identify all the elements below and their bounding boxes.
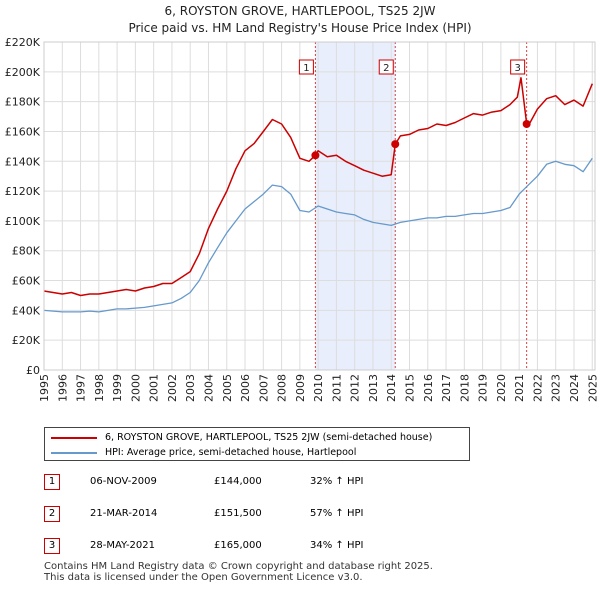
y-tick-label: £40K	[12, 304, 41, 317]
y-tick-label: £220K	[5, 36, 41, 49]
x-tick-label: 2025	[586, 374, 599, 402]
y-tick-label: £80K	[12, 245, 41, 258]
x-tick-label: 2017	[440, 374, 453, 402]
legend: 6, ROYSTON GROVE, HARTLEPOOL, TS25 2JW (…	[44, 427, 470, 461]
transaction-point	[391, 140, 400, 149]
transaction-price: £144,000	[214, 476, 262, 487]
chart-title: 6, ROYSTON GROVE, HARTLEPOOL, TS25 2JW	[164, 4, 435, 18]
legend-hpi: HPI: Average price, semi-detached house,…	[51, 445, 356, 460]
transaction-hpi: 32% ↑ HPI	[310, 476, 364, 487]
x-tick-label: 2006	[239, 374, 252, 402]
plot-border	[43, 41, 596, 371]
table-row: 3 28-MAY-2021 £165,000 34% ↑ HPI	[44, 538, 384, 554]
transaction-date: 28-MAY-2021	[90, 540, 156, 551]
transaction-marker-box	[510, 59, 526, 75]
legend-property-swatch	[51, 436, 97, 439]
x-tick-label: 2024	[568, 374, 581, 402]
x-tick-label: 1998	[93, 374, 106, 402]
y-tick-label: £160K	[5, 125, 41, 138]
x-tick-label: 2023	[550, 374, 563, 402]
transaction-number: 1	[44, 474, 60, 490]
x-tick-label: 2004	[202, 374, 215, 402]
y-tick-label: £0	[26, 364, 40, 377]
transaction-date: 21-MAR-2014	[90, 508, 158, 519]
transaction-number: 2	[44, 506, 60, 522]
legend-hpi-label: HPI: Average price, semi-detached house,…	[105, 447, 357, 458]
transaction-number: 3	[44, 538, 60, 554]
y-tick-label: £100K	[5, 215, 41, 228]
y-tick-label: £140K	[5, 155, 41, 168]
legend-property: 6, ROYSTON GROVE, HARTLEPOOL, TS25 2JW (…	[51, 430, 432, 445]
shaded-period	[315, 42, 396, 370]
footer-copyright: Contains HM Land Registry data © Crown c…	[44, 561, 433, 572]
x-tick-label: 2009	[294, 374, 307, 402]
legend-hpi-swatch	[51, 451, 97, 454]
x-tick-label: 2001	[148, 374, 161, 402]
transaction-point	[522, 120, 531, 128]
transaction-price: £165,000	[214, 540, 262, 551]
x-tick-label: 2008	[276, 374, 289, 402]
x-tick-label: 2016	[422, 374, 435, 402]
transaction-hpi: 34% ↑ HPI	[310, 540, 364, 551]
x-tick-label: 2003	[184, 374, 197, 402]
y-tick-label: £20K	[12, 334, 41, 347]
y-tick-label: £180K	[5, 96, 41, 109]
transaction-marker-label: 2	[383, 63, 389, 74]
transaction-marker-label: 1	[303, 63, 309, 74]
price-chart: 6, ROYSTON GROVE, HARTLEPOOL, TS25 2JW P…	[5, 4, 599, 402]
x-tick-label: 1996	[56, 374, 69, 402]
table-row: 2 21-MAR-2014 £151,500 57% ↑ HPI	[44, 506, 384, 522]
x-tick-label: 2022	[531, 374, 544, 402]
x-tick-label: 2013	[367, 374, 380, 402]
transaction-date: 06-NOV-2009	[90, 476, 157, 487]
x-tick-label: 2010	[312, 374, 325, 402]
transaction-price: £151,500	[214, 508, 262, 519]
x-tick-label: 2021	[513, 374, 526, 402]
footer: Contains HM Land Registry data © Crown c…	[44, 561, 433, 583]
transaction-point	[311, 151, 320, 160]
transaction-marker-label: 3	[514, 63, 520, 74]
x-tick-label: 1999	[111, 374, 124, 402]
table-row: 1 06-NOV-2009 £144,000 32% ↑ HPI	[44, 474, 384, 490]
x-tick-label: 2020	[495, 374, 508, 402]
hpi-line	[43, 157, 593, 313]
x-tick-label: 2011	[330, 374, 343, 402]
legend-property-label: 6, ROYSTON GROVE, HARTLEPOOL, TS25 2JW (…	[105, 432, 433, 443]
x-tick-label: 2018	[458, 374, 471, 402]
x-tick-label: 2019	[477, 374, 490, 402]
x-tick-label: 2015	[404, 374, 417, 402]
y-tick-label: £120K	[5, 185, 41, 198]
transaction-marker-box	[378, 59, 394, 75]
y-tick-label: £60K	[12, 275, 41, 288]
x-tick-label: 2007	[257, 374, 270, 402]
x-tick-label: 2012	[349, 374, 362, 402]
x-tick-label: 1997	[75, 374, 88, 402]
property-price-line	[43, 77, 593, 297]
x-tick-label: 2000	[129, 374, 142, 402]
footer-license: This data is licensed under the Open Gov…	[44, 572, 363, 583]
x-tick-label: 2002	[166, 374, 179, 402]
y-tick-label: £200K	[5, 66, 41, 79]
transaction-marker-box	[298, 59, 314, 75]
x-tick-label: 1995	[38, 374, 51, 402]
x-tick-label: 2014	[385, 374, 398, 402]
chart-subtitle: Price paid vs. HM Land Registry's House …	[128, 21, 471, 35]
x-tick-label: 2005	[221, 374, 234, 402]
transaction-hpi: 57% ↑ HPI	[310, 508, 364, 519]
